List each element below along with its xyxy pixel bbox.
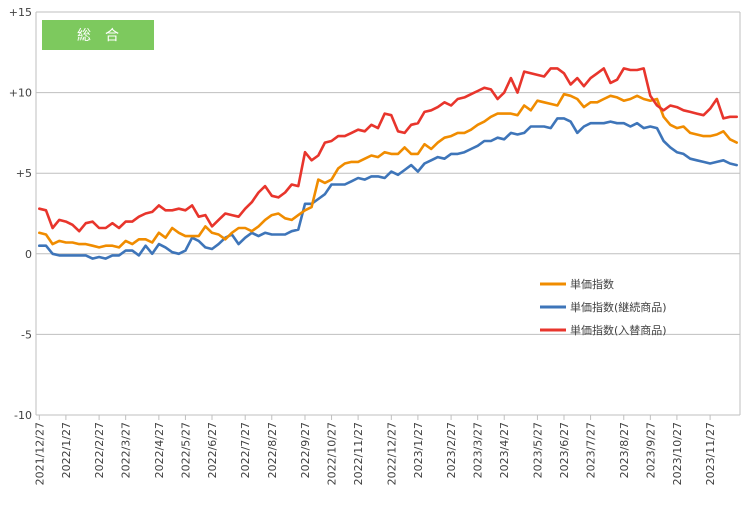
x-tick-label: 2022/10/27 — [326, 422, 339, 485]
x-tick-label: 2023/10/27 — [671, 422, 684, 485]
series-lines — [37, 67, 739, 260]
x-tick-label: 2022/2/27 — [93, 422, 106, 478]
x-tick-label: 2023/7/27 — [585, 422, 598, 478]
y-tick-label: +10 — [9, 87, 32, 100]
series-line-1 — [37, 117, 739, 260]
y-tick-label: 0 — [25, 248, 32, 261]
x-tick-label: 2023/1/27 — [412, 422, 425, 478]
chart-title: 総 合 — [77, 28, 119, 44]
title-background — [42, 20, 154, 50]
x-tick-label: 2022/1/27 — [60, 422, 73, 478]
series-line-0 — [37, 92, 739, 249]
x-tick-label: 2023/8/27 — [618, 422, 631, 478]
y-tick-label: +5 — [16, 167, 32, 180]
x-tick-label: 2022/11/27 — [352, 422, 365, 485]
x-tick-label: 2022/9/27 — [299, 422, 312, 478]
y-tick-label: -10 — [14, 409, 32, 422]
x-tick-label: 2023/2/27 — [445, 422, 458, 478]
x-tick-label: 2021/12/27 — [33, 422, 46, 485]
x-tick-label: 2022/6/27 — [206, 422, 219, 478]
legend-label-1: 単価指数(継続商品) — [570, 300, 667, 314]
grid-lines — [36, 11, 740, 416]
x-tick-label: 2022/4/27 — [153, 422, 166, 478]
x-tick-label: 2022/3/27 — [120, 422, 133, 478]
x-tick-label: 2023/6/27 — [558, 422, 571, 478]
legend-label-2: 単価指数(入替商品) — [570, 323, 667, 337]
series-line-2 — [37, 67, 739, 233]
x-tick-label: 2022/12/27 — [385, 422, 398, 485]
title-box: 総 合 — [42, 20, 154, 50]
y-tick-label: -5 — [21, 328, 32, 341]
x-tick-label: 2023/3/27 — [472, 422, 485, 478]
x-tick-label: 2022/7/27 — [239, 422, 252, 478]
y-tick-label: +15 — [9, 6, 32, 19]
x-tick-label: 2023/5/27 — [531, 422, 544, 478]
x-tick-label: 2023/11/27 — [704, 422, 717, 485]
x-tick-label: 2022/8/27 — [266, 422, 279, 478]
legend-label-0: 単価指数 — [570, 277, 614, 291]
x-tick-label: 2023/4/27 — [498, 422, 511, 478]
x-tick-label: 2022/5/27 — [179, 422, 192, 478]
x-tick-label: 2023/9/27 — [644, 422, 657, 478]
